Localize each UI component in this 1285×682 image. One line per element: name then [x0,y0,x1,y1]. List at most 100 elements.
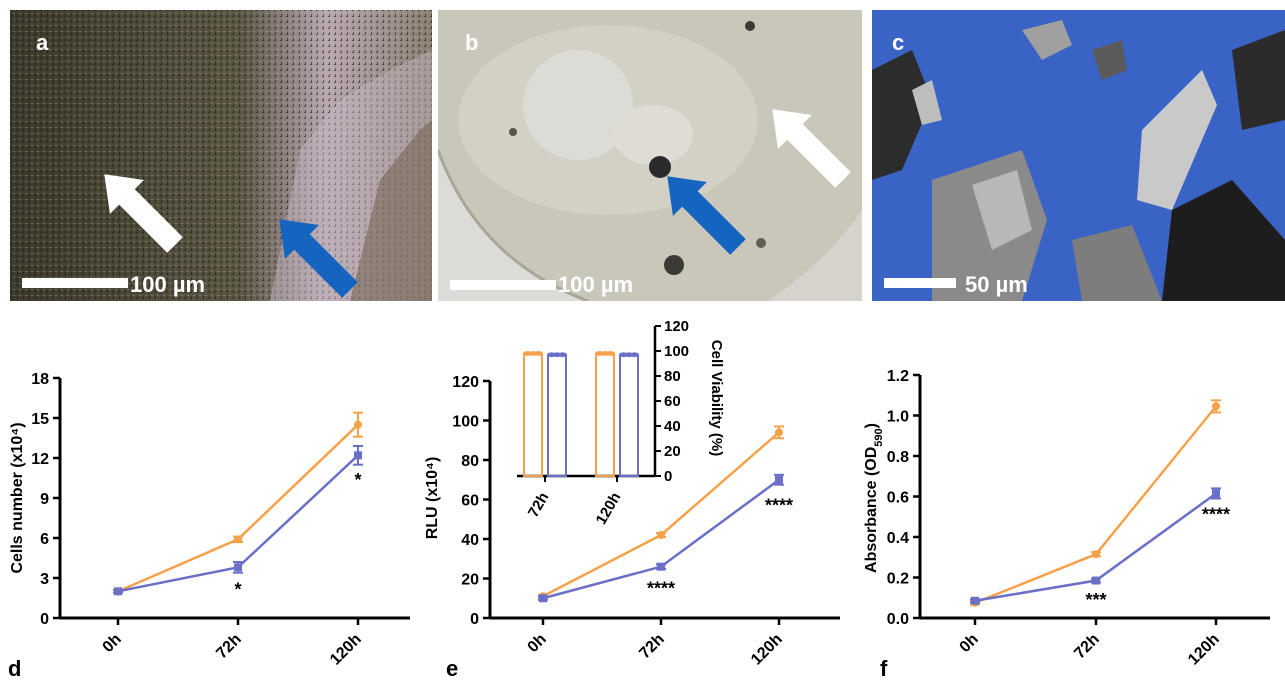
x-tick-label: 120h [327,631,365,669]
inset-bar [595,352,615,477]
y-tick-label: 100 [452,414,479,431]
inset-bar-point [554,352,560,358]
inset-bar-point [626,352,632,358]
scale-bar-a [22,278,128,288]
data-point [234,535,242,544]
inset-y-tick-label: 20 [664,443,681,460]
data-point [354,420,362,429]
data-point [775,475,783,484]
significance-label: * [234,579,241,599]
inset-bar-point [549,352,555,358]
data-point [1212,489,1220,498]
scale-text-a: 100 µm [130,272,206,297]
micrograph-panel-a: a 100 µm [10,10,432,301]
inset-bar-point [559,352,565,358]
inset-x-tick-label: 72h [525,490,553,521]
scale-text-b: 100 µm [558,272,634,297]
y-tick-label: 0 [40,611,49,628]
data-point [1092,576,1100,585]
data-point [971,596,979,605]
inset-bar [523,352,543,477]
data-point [539,594,547,603]
y-tick-label: 0 [470,611,479,628]
inset-bar-point [602,351,608,356]
x-tick-label: 72h [1071,631,1103,663]
y-tick-label: 20 [461,572,479,589]
inset-y-tick-label: 40 [664,418,681,435]
significance-label: **** [647,578,675,598]
series-line [974,492,1217,603]
panel-label-d: d [8,656,22,681]
chart-e: 0 20 40 60 80 100 120 0h 72h 120h RLU (x10⁴) **** **… [424,318,840,669]
inset-bar-chart: 0 20 40 60 80 100 120 72h 120h Cell Viability (%) [517,318,725,528]
y-tick-label: 15 [31,411,49,428]
chart-d: 0 3 6 9 12 15 18 0h 72h 120h Cells number (x10⁴) * * [9,371,410,669]
y-axis-label-sub: 590 [873,428,885,446]
x-tick-label: 120h [1185,631,1223,669]
data-point [1212,402,1220,411]
y-axis-label-end: ) [863,423,880,428]
inset-bar-point [530,351,536,356]
inset-bar-point [607,351,613,356]
panel-label-e: e [446,656,459,681]
y-tick-label: 1.0 [887,409,909,426]
inset-y-tick-label: 120 [664,318,689,335]
micrograph-a-image [10,10,432,301]
series-line [974,405,1217,604]
significance-label: **** [765,495,793,515]
y-tick-label: 40 [461,532,479,549]
series-line [542,431,780,598]
inset-bar-point [525,351,531,356]
x-tick-label: 72h [636,631,668,663]
y-tick-label: 0.6 [887,490,909,507]
chart-f: 0.0 0.2 0.4 0.6 0.8 1.0 1.2 0h 72h 120h Absorbance… [863,368,1270,669]
y-tick-label: 0.2 [887,571,909,588]
x-tick-label: 0h [957,631,982,656]
white-arrow-icon [104,174,183,253]
x-tick-label: 120h [748,631,786,669]
y-axis-label: Cells number (x10⁴) [9,422,26,573]
inset-bar [619,353,639,477]
data-point [114,587,122,596]
panel-label-f: f [880,656,888,681]
y-axis-label: RLU (x10⁴) [424,457,441,540]
inset-bar-point [535,351,541,356]
inset-y-tick-label: 60 [664,393,681,410]
inset-y-axis-label: Cell Viability (%) [708,340,725,456]
y-tick-label: 0.4 [887,530,909,547]
micrograph-c-image [872,10,1285,301]
significance-label: *** [1085,590,1106,610]
panel-label-b: b [465,30,479,55]
y-tick-label: 0.8 [887,449,909,466]
data-point [234,563,242,572]
micrograph-panel-b: b 100 µm [438,10,862,301]
x-tick-label: 0h [525,631,550,656]
scale-text-c: 50 µm [965,272,1028,297]
y-tick-label: 6 [40,531,49,548]
y-tick-label: 18 [31,371,49,388]
white-arrow-icon [772,109,851,188]
y-tick-label: 9 [40,491,49,508]
x-tick-label: 72h [213,631,245,663]
y-tick-label: 3 [40,571,49,588]
scale-bar-b [450,280,556,290]
inset-y-tick-label: 80 [664,368,681,385]
y-tick-label: 60 [461,493,479,510]
inset-bar-point [631,352,637,358]
blue-arrow-icon [667,176,746,255]
blue-arrow-icon [279,219,358,298]
inset-bar-point [597,351,603,356]
inset-x-tick-label: 120h [593,490,625,528]
inset-y-tick-label: 0 [664,468,672,485]
y-tick-label: 0.0 [887,611,909,628]
micrograph-b-image [438,10,862,301]
y-tick-label: 1.2 [887,368,909,385]
panel-label-c: c [892,30,905,55]
y-tick-label: 120 [452,374,479,391]
y-tick-label: 12 [31,451,49,468]
inset-y-tick-label: 100 [664,343,689,360]
x-tick-label: 0h [100,631,125,656]
significance-label: **** [1202,505,1230,525]
micrograph-panel-c: c 50 µm [872,10,1285,301]
